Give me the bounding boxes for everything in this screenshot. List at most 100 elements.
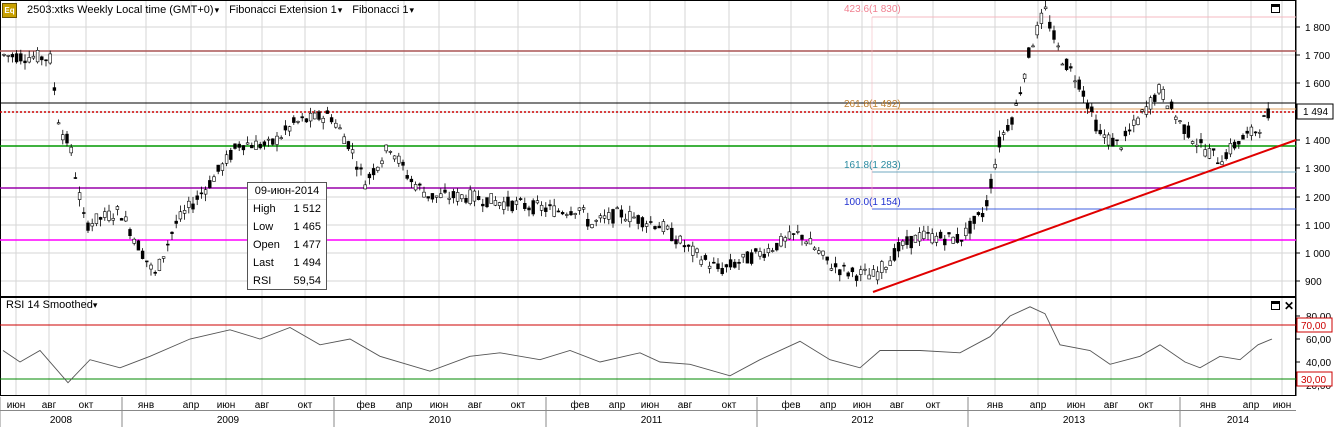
candle-body — [1241, 134, 1245, 140]
month-label: авг — [678, 400, 693, 411]
rsi-30-label: 30,00 — [1301, 375, 1326, 386]
candle-body — [812, 247, 817, 251]
candle-body — [985, 200, 989, 207]
candle-body — [1090, 106, 1094, 113]
candle-body — [707, 265, 712, 269]
candle-body — [1157, 84, 1161, 94]
candle-body — [1035, 25, 1039, 36]
candle-body — [821, 250, 825, 256]
month-label: фев — [356, 399, 375, 411]
candle-body — [481, 203, 485, 207]
candle-body — [640, 217, 645, 228]
candle-body — [237, 143, 241, 148]
candle-body — [363, 184, 367, 190]
tooltip-key: RSI — [253, 275, 272, 287]
candle-body — [384, 144, 388, 152]
candle-body — [1249, 126, 1254, 136]
candle-body — [10, 54, 15, 58]
candle-body — [934, 235, 939, 243]
candle-body — [1165, 105, 1170, 109]
candle-body — [657, 225, 661, 229]
candle-body — [170, 231, 174, 234]
candle-body — [371, 168, 376, 176]
candle-body — [27, 57, 31, 63]
candle-body — [2, 54, 6, 56]
candle-body — [199, 192, 204, 195]
candle-body — [61, 134, 65, 141]
candle-body — [212, 176, 216, 182]
study-fib-extension-dropdown[interactable]: Fibonacci Extension 1 — [229, 4, 342, 16]
chart-header: Eq 2503:xtks Weekly Local time (GMT+0) F… — [2, 2, 414, 18]
candle-body — [880, 261, 884, 273]
maximize-rsi-panel-icon[interactable] — [1271, 301, 1280, 310]
candle-body — [581, 207, 586, 210]
candle-body — [842, 264, 846, 267]
month-label: апр — [1243, 400, 1260, 411]
candle-body — [649, 221, 653, 223]
candle-body — [455, 192, 460, 202]
candle-body — [430, 193, 435, 200]
symbol-title-dropdown[interactable]: 2503:xtks Weekly Local time (GMT+0) — [27, 4, 219, 16]
candle-body — [401, 161, 405, 166]
tooltip-row-low: Low 1 465 — [248, 218, 326, 236]
candle-body — [250, 144, 254, 149]
tooltip-key: Open — [253, 239, 280, 251]
candle-body — [1190, 141, 1195, 144]
rsi-title-dropdown[interactable]: RSI 14 Smoothed — [6, 299, 97, 311]
candle-body — [1199, 139, 1203, 144]
candle-body — [1111, 137, 1115, 147]
candle-body — [863, 268, 867, 271]
candle-body — [157, 258, 162, 271]
candle-body — [1182, 124, 1186, 134]
candle-body — [594, 220, 598, 222]
tooltip-value: 1 494 — [293, 257, 321, 269]
candle-body — [111, 218, 115, 221]
month-label: окт — [1139, 400, 1154, 411]
candle-body — [875, 271, 880, 281]
red-trendline[interactable] — [872, 139, 1297, 293]
candle-body — [1224, 152, 1228, 159]
month-label: июн — [7, 400, 26, 411]
month-label: окт — [79, 400, 94, 411]
candle-body — [283, 125, 288, 131]
candle-body — [426, 196, 430, 199]
candle-body — [1144, 106, 1149, 115]
candle-body — [506, 196, 510, 207]
candle-body — [884, 267, 888, 270]
candle-body — [598, 215, 603, 219]
candle-body — [300, 116, 304, 119]
candle-body — [254, 140, 258, 150]
candle-body — [787, 231, 792, 240]
candle-body — [1211, 148, 1216, 151]
maximize-price-panel-icon[interactable] — [1271, 4, 1280, 13]
candle-body — [1127, 129, 1132, 132]
tooltip-value: 1 512 — [293, 203, 321, 215]
candle-body — [1220, 161, 1224, 165]
month-label: апр — [183, 400, 200, 411]
study-fibonacci-dropdown[interactable]: Fibonacci 1 — [352, 4, 414, 16]
candle-body — [623, 218, 628, 222]
candle-body — [418, 183, 422, 186]
candle-body — [825, 256, 829, 261]
close-rsi-panel-icon[interactable]: ✕ — [1284, 299, 1295, 313]
candle-body — [586, 218, 590, 227]
candle-body — [1006, 124, 1010, 131]
candle-body — [182, 210, 187, 214]
candle-body — [1064, 58, 1069, 70]
candle-body — [1060, 63, 1065, 66]
candle-body — [615, 207, 619, 210]
month-label: апр — [396, 400, 413, 411]
month-label: янв — [138, 400, 154, 411]
month-label: апр — [609, 400, 626, 411]
candle-body — [716, 263, 720, 270]
candle-body — [565, 214, 569, 216]
candle-body — [1001, 132, 1006, 135]
symbol-icon[interactable]: Eq — [2, 2, 17, 18]
month-label: фев — [570, 399, 589, 411]
candle-body — [271, 138, 275, 145]
candle-body — [23, 60, 27, 64]
tooltip-value: 1 477 — [293, 239, 321, 251]
candle-body — [73, 177, 78, 179]
